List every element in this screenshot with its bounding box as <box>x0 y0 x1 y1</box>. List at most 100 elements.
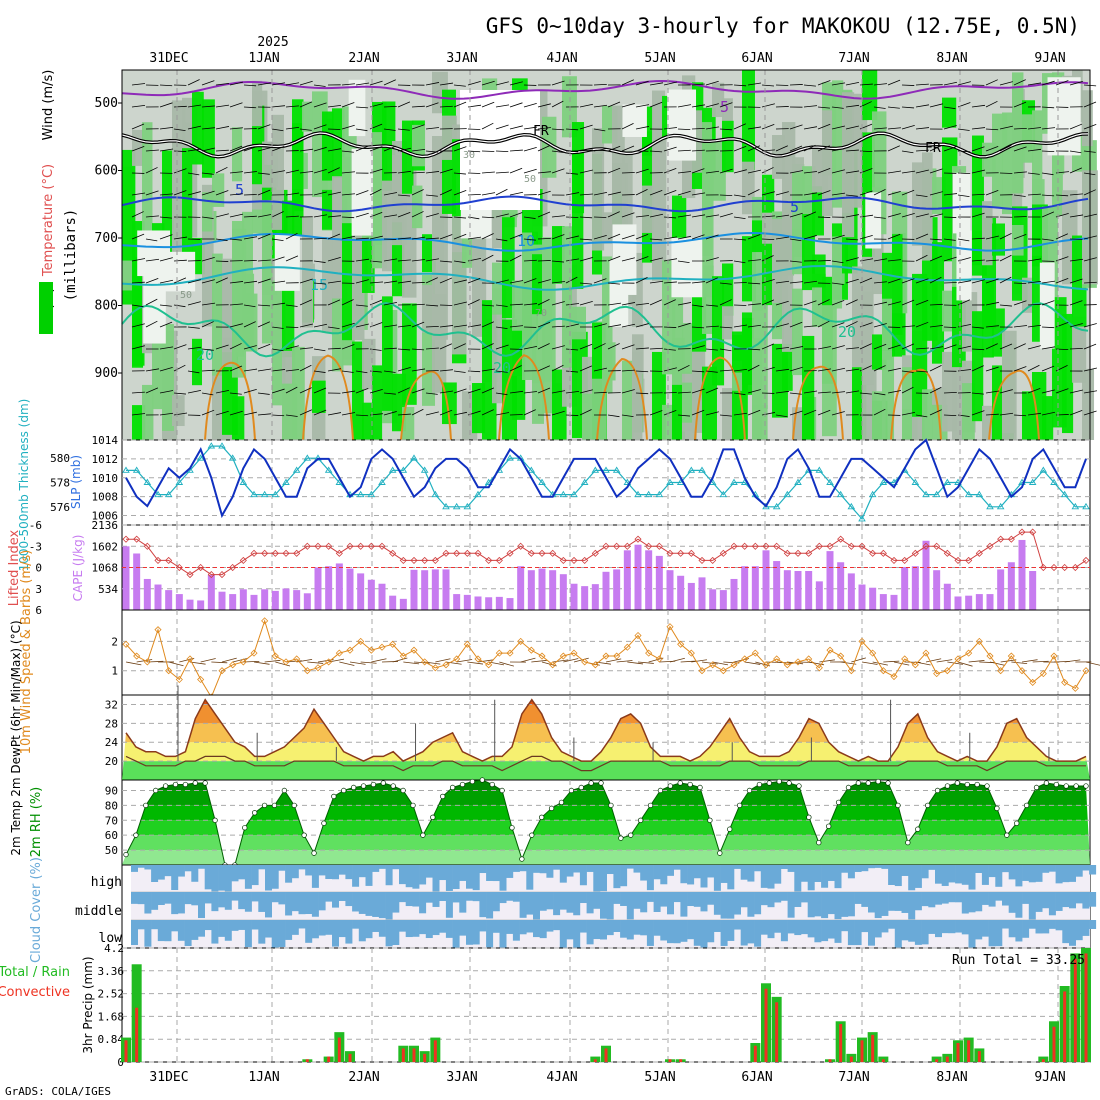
wind-barb <box>929 324 944 328</box>
rh-fill-cell <box>1042 396 1054 440</box>
wind-barb <box>215 83 230 86</box>
wind-marker <box>943 667 951 675</box>
wind-barb <box>495 213 509 218</box>
wind-barb <box>831 322 845 328</box>
wind-barb <box>173 150 187 152</box>
cloud-cell <box>144 865 152 870</box>
wind-barb <box>943 326 957 329</box>
rh-fill-cell <box>572 122 585 214</box>
rh-fill-cell <box>552 226 565 284</box>
wind-barb <box>327 104 342 108</box>
wind-barb <box>649 101 663 108</box>
date-label-bottom: 2JAN <box>348 1070 379 1085</box>
cape-bar <box>698 577 706 610</box>
precip-conv-bar <box>839 1024 843 1062</box>
cloud-cell <box>961 920 969 935</box>
rh-fill-cell <box>622 360 634 440</box>
wind-barb <box>593 323 607 328</box>
li-marker <box>239 556 247 564</box>
cloud-cell <box>318 920 326 936</box>
li-marker <box>186 571 194 579</box>
wind-barb <box>775 236 790 240</box>
wind-barb <box>649 410 663 416</box>
wind-barb <box>579 282 592 285</box>
wind-barb <box>1027 127 1042 130</box>
cloud-cell <box>405 920 413 938</box>
wind-marker <box>805 655 813 663</box>
wind-barb <box>943 414 957 417</box>
wind-barb <box>201 279 215 284</box>
rh-fill-cell <box>642 185 654 233</box>
wind-barb <box>845 125 859 130</box>
wind-marker <box>165 667 173 675</box>
wind-barb <box>691 168 705 174</box>
slp-series <box>125 438 1087 519</box>
wind-barb-10m <box>1000 659 1017 663</box>
wind-barb <box>285 82 300 86</box>
wind-barb <box>425 171 440 174</box>
wind-barb <box>285 345 299 350</box>
rh-fill-cell <box>242 211 253 350</box>
cloud-cell <box>204 920 212 931</box>
wind-barb <box>677 391 691 394</box>
thickness-marker <box>580 478 589 485</box>
cloud-cell <box>747 920 755 944</box>
li-tick-label: 0 <box>35 562 42 575</box>
rh2m-marker <box>598 780 604 786</box>
thickness-marker <box>239 478 248 485</box>
freezing-label: FR <box>533 124 549 139</box>
wind-marker <box>485 661 493 669</box>
rh-low-cell <box>137 230 171 277</box>
wind-barb <box>887 106 900 109</box>
wind-barb <box>551 410 565 416</box>
rh2m-marker <box>1073 783 1079 789</box>
wind-barb <box>313 146 327 152</box>
thickness-marker <box>292 466 301 473</box>
wind-barb <box>509 81 523 86</box>
cape-bar <box>933 570 941 610</box>
wind-barb <box>411 105 425 108</box>
wind-barb <box>1069 409 1083 416</box>
wind-barb <box>747 126 762 130</box>
cloud-cell <box>834 865 842 889</box>
wind-barb <box>593 343 606 350</box>
cloud-cell <box>975 920 983 940</box>
cloud-cell <box>760 920 768 935</box>
wind-barb <box>299 347 313 350</box>
wind-barb <box>299 299 312 306</box>
wind-barb <box>1027 364 1040 372</box>
cloud-cell <box>780 865 788 869</box>
cloud-cell <box>968 892 976 913</box>
wind-barb <box>915 299 929 306</box>
thickness-marker <box>868 490 877 498</box>
wind-barb <box>159 304 172 307</box>
cloud-cell <box>988 892 996 907</box>
cloud-cell <box>1075 892 1083 904</box>
precip-conv-bar <box>327 1056 331 1062</box>
cloud-cell <box>332 865 339 880</box>
li-marker <box>197 563 205 572</box>
cloud-cell <box>499 920 507 948</box>
wind-barb <box>817 368 832 372</box>
wind-barb <box>271 105 285 108</box>
rh-fill-cell <box>1002 330 1017 440</box>
cloud-cell <box>955 865 963 884</box>
rh2m-marker <box>806 814 812 820</box>
wind-tick-label: 1 <box>111 665 118 678</box>
wind-marker <box>431 664 439 672</box>
wind-barb <box>523 126 538 130</box>
cloud-cell <box>680 892 688 917</box>
cloud-cell <box>486 865 494 881</box>
cloud-cell <box>358 865 366 878</box>
rh-fill-cell <box>862 70 878 121</box>
rh-fill-cell <box>172 395 185 427</box>
wind-barb <box>145 215 159 218</box>
wind-barb <box>565 172 578 175</box>
wind-barb <box>355 82 370 86</box>
cloud-cell <box>338 892 346 901</box>
wind-barb <box>747 188 760 196</box>
wind-barb <box>1041 80 1055 86</box>
rh2m-marker <box>944 783 951 789</box>
wind-barb <box>635 347 649 350</box>
